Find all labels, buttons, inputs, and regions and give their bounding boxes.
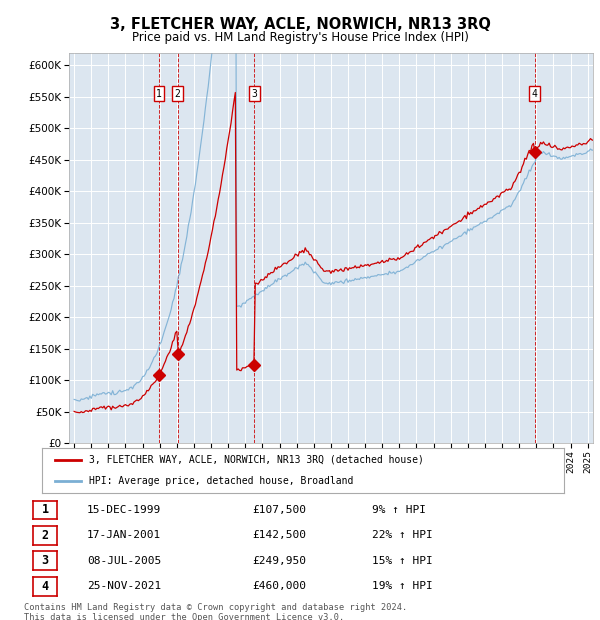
Text: 3, FLETCHER WAY, ACLE, NORWICH, NR13 3RQ (detached house): 3, FLETCHER WAY, ACLE, NORWICH, NR13 3RQ… bbox=[89, 455, 424, 465]
Text: 2: 2 bbox=[175, 89, 181, 99]
Text: Contains HM Land Registry data © Crown copyright and database right 2024.
This d: Contains HM Land Registry data © Crown c… bbox=[24, 603, 407, 620]
Text: 25-NOV-2021: 25-NOV-2021 bbox=[87, 581, 161, 591]
Text: 4: 4 bbox=[532, 89, 538, 99]
Text: 19% ↑ HPI: 19% ↑ HPI bbox=[372, 581, 433, 591]
Text: 4: 4 bbox=[41, 580, 49, 593]
Text: 15-DEC-1999: 15-DEC-1999 bbox=[87, 505, 161, 515]
Text: HPI: Average price, detached house, Broadland: HPI: Average price, detached house, Broa… bbox=[89, 476, 353, 486]
Text: 1: 1 bbox=[156, 89, 162, 99]
Text: 22% ↑ HPI: 22% ↑ HPI bbox=[372, 530, 433, 541]
Text: 1: 1 bbox=[41, 503, 49, 516]
Text: 3: 3 bbox=[41, 554, 49, 567]
Text: Price paid vs. HM Land Registry's House Price Index (HPI): Price paid vs. HM Land Registry's House … bbox=[131, 31, 469, 44]
Text: 15% ↑ HPI: 15% ↑ HPI bbox=[372, 556, 433, 566]
Text: £107,500: £107,500 bbox=[252, 505, 306, 515]
Text: 3: 3 bbox=[251, 89, 257, 99]
Text: 17-JAN-2001: 17-JAN-2001 bbox=[87, 530, 161, 541]
Text: £249,950: £249,950 bbox=[252, 556, 306, 566]
Text: 2: 2 bbox=[41, 529, 49, 542]
Text: 3, FLETCHER WAY, ACLE, NORWICH, NR13 3RQ: 3, FLETCHER WAY, ACLE, NORWICH, NR13 3RQ bbox=[110, 17, 490, 32]
Text: 08-JUL-2005: 08-JUL-2005 bbox=[87, 556, 161, 566]
Text: £460,000: £460,000 bbox=[252, 581, 306, 591]
Text: £142,500: £142,500 bbox=[252, 530, 306, 541]
Text: 9% ↑ HPI: 9% ↑ HPI bbox=[372, 505, 426, 515]
